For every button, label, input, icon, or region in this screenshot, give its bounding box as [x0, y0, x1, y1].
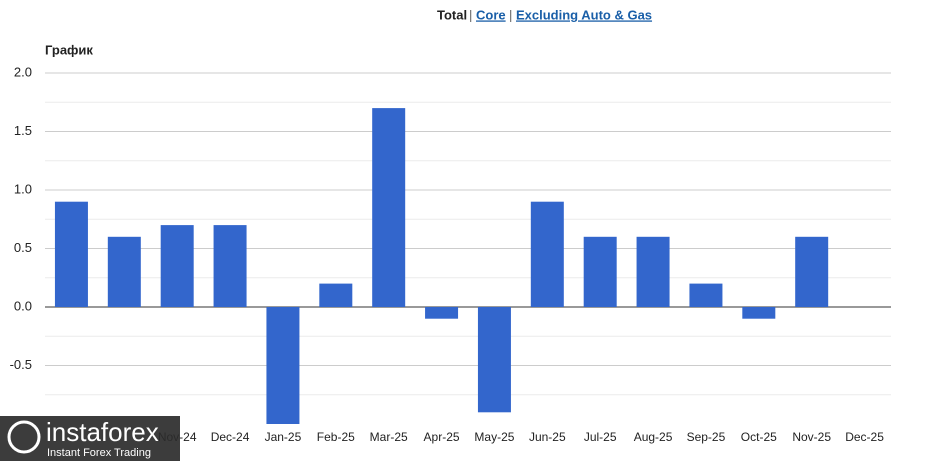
tab-total[interactable]: Total: [437, 7, 467, 22]
tab-core[interactable]: Core: [476, 7, 506, 22]
bar: [319, 283, 353, 307]
watermark-logo: [7, 420, 41, 454]
bar: [54, 201, 88, 307]
watermark-brand: instaforex: [46, 417, 159, 447]
bar: [107, 236, 141, 307]
x-tick-label: Dec-24: [211, 430, 250, 444]
x-tick-label: Jul-25: [584, 430, 617, 444]
bar: [742, 307, 776, 319]
x-tick-label: Jan-25: [265, 430, 302, 444]
x-tick-label: Feb-25: [317, 430, 355, 444]
bar: [213, 225, 247, 307]
separator: |: [469, 7, 472, 22]
bar: [425, 307, 459, 319]
x-tick-label: Dec-25: [845, 430, 884, 444]
plot-area: 2.01.51.00.50.0-0.5Nov-24Dec-24Jan-25Feb…: [10, 64, 891, 444]
chart-title: График: [45, 42, 93, 57]
bar: [636, 236, 670, 307]
bar: [530, 201, 564, 307]
x-tick-label: Aug-25: [634, 430, 673, 444]
x-tick-label: Apr-25: [424, 430, 460, 444]
x-tick-label: Mar-25: [370, 430, 408, 444]
bar: [583, 236, 617, 307]
x-tick-label: Nov-25: [792, 430, 831, 444]
y-tick-label: 0.0: [14, 298, 32, 313]
x-tick-label: Jun-25: [529, 430, 566, 444]
bar: [477, 307, 511, 413]
watermark-tagline: Instant Forex Trading: [47, 447, 151, 459]
x-tick-label: Sep-25: [687, 430, 726, 444]
tab-excluding[interactable]: Excluding Auto & Gas: [516, 7, 652, 22]
y-tick-label: 1.0: [14, 181, 32, 196]
bar: [160, 225, 194, 307]
bar: [372, 108, 406, 307]
y-tick-label: 1.5: [14, 123, 32, 138]
separator: |: [509, 7, 512, 22]
x-tick-label: Oct-25: [741, 430, 777, 444]
y-tick-label: 2.0: [14, 64, 32, 79]
bar: [266, 307, 300, 424]
bar: [795, 236, 829, 307]
y-tick-label: -0.5: [10, 357, 32, 372]
watermark: instaforex Instant Forex Trading: [0, 416, 180, 461]
y-tick-label: 0.5: [14, 240, 32, 255]
x-tick-label: May-25: [474, 430, 514, 444]
bar: [689, 283, 723, 307]
